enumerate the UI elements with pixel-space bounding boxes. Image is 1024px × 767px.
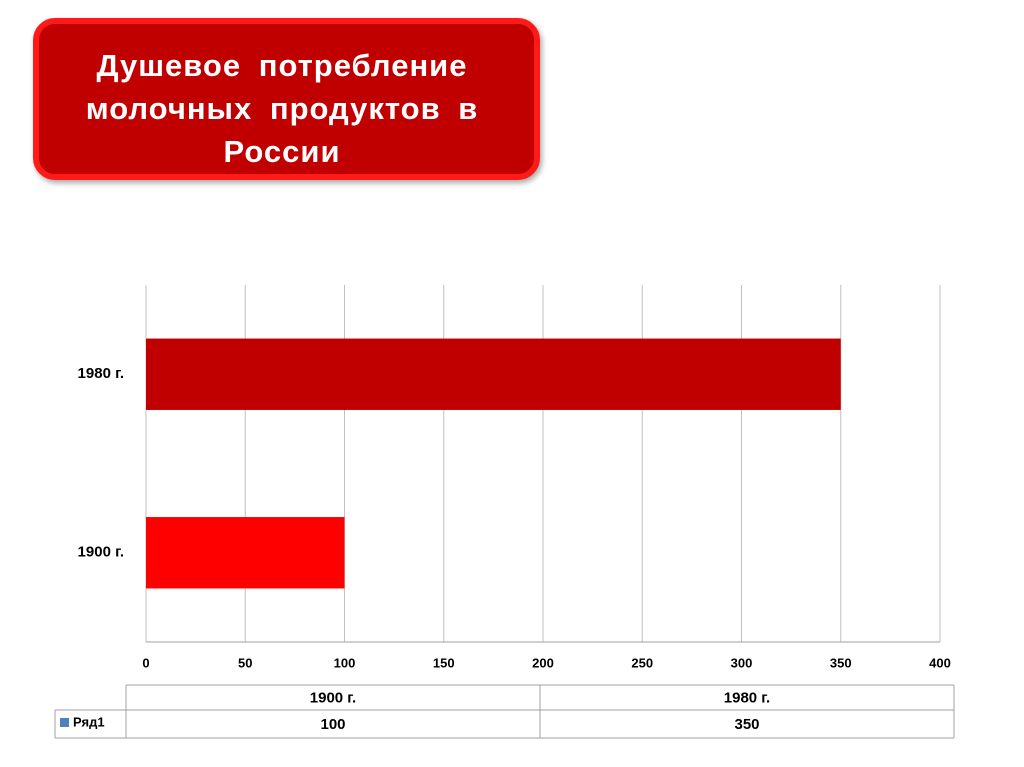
- table-header: 1980 г.: [724, 689, 770, 706]
- x-tick-label: 50: [238, 655, 252, 670]
- y-tick-label: 1980 г.: [78, 365, 124, 382]
- title-box: Душевое потребление молочных продуктов в…: [33, 18, 540, 180]
- chart-title: Душевое потребление молочных продуктов в…: [85, 48, 479, 169]
- table-value: 350: [734, 716, 759, 733]
- x-tick-label: 100: [334, 655, 356, 670]
- x-tick-label: 350: [830, 655, 852, 670]
- table-header: 1900 г.: [310, 689, 356, 706]
- legend-swatch: [60, 718, 69, 727]
- x-tick-label: 150: [433, 655, 455, 670]
- x-tick-label: 400: [929, 655, 951, 670]
- x-tick-label: 300: [731, 655, 753, 670]
- legend-label: Ряд1: [73, 714, 105, 729]
- bar: [146, 338, 841, 410]
- table-value: 100: [320, 716, 345, 733]
- y-tick-label: 1900 г.: [78, 544, 124, 561]
- bar: [146, 517, 345, 589]
- x-tick-label: 0: [142, 655, 149, 670]
- x-tick-label: 200: [532, 655, 554, 670]
- x-tick-label: 250: [631, 655, 653, 670]
